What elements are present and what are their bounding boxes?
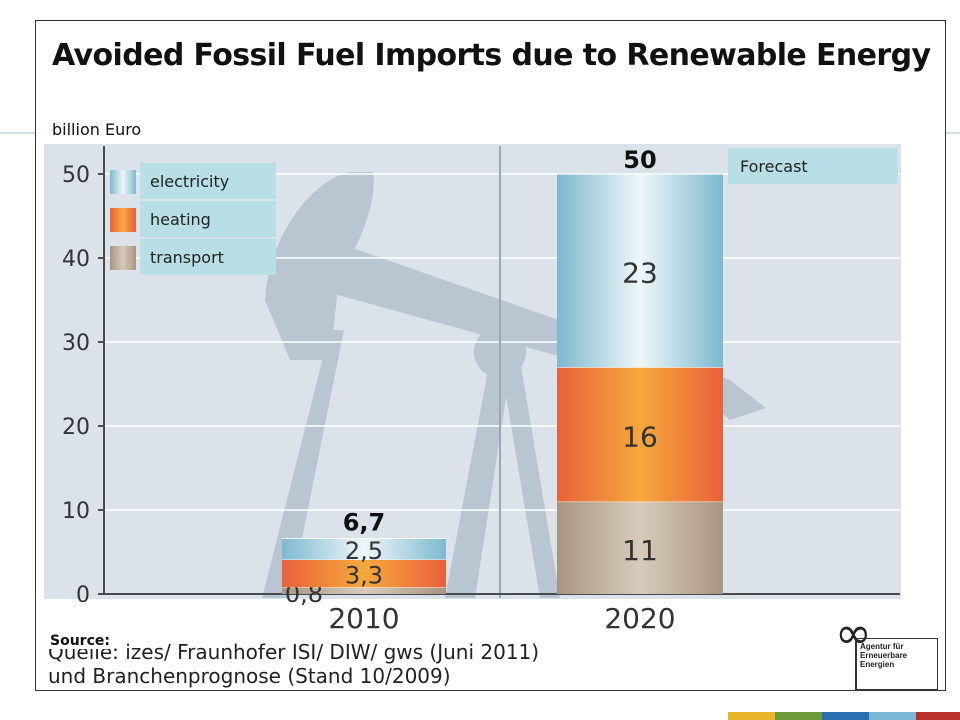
bar-electricity-2020 (557, 174, 723, 368)
y-axis-unit-label: billion Euro (52, 120, 142, 139)
forecast-label: Forecast (740, 157, 808, 176)
y-tick-label: 50 (62, 163, 90, 188)
legend-item-electricity: electricity (110, 163, 276, 199)
bar-heating-2020 (557, 367, 723, 502)
legend-label-heating: heating (150, 210, 211, 229)
legend-label-box (140, 239, 276, 275)
forecast-badge: Forecast (728, 148, 898, 184)
legend-label-box (140, 201, 276, 237)
y-tick-label: 30 (62, 331, 90, 356)
value-label-heating-2020: 16 (622, 420, 658, 453)
x-tick-label-2020: 2020 (604, 602, 675, 635)
source-line-1: Quelle: izes/ Fraunhofer ISI/ DIW/ gws (… (48, 640, 540, 664)
bar-heating-2010 (282, 559, 446, 588)
bottom-strip-segment (775, 712, 822, 720)
source-label: Source: (48, 633, 112, 649)
legend-label-transport: transport (150, 248, 224, 267)
logo-text-line-3: Energien (860, 660, 895, 669)
legend-label-box (140, 163, 276, 199)
bar-electricity-2010 (282, 538, 446, 560)
y-tick-label: 10 (62, 499, 90, 524)
y-tick-label: 40 (62, 247, 90, 272)
bar-transport-2020 (557, 501, 723, 594)
legend-item-transport: transport (110, 239, 276, 275)
bottom-strip-segment (916, 712, 960, 720)
x-tick-label-2010: 2010 (328, 602, 399, 635)
logo-text: Agentur für Erneuerbare Energien (860, 642, 907, 669)
value-label-electricity-2010: 2,5 (345, 537, 383, 565)
logo-text-line-2: Erneuerbare (860, 651, 908, 660)
total-label-2020: 50 (623, 146, 656, 174)
electricity-swatch (110, 170, 136, 194)
source-line-2: und Branchenprognose (Stand 10/2009) (48, 664, 451, 688)
total-label-2010: 6,7 (343, 509, 386, 537)
bar-transport-2010 (282, 587, 446, 594)
y-tick-label: 0 (76, 583, 90, 608)
value-label-electricity-2020: 23 (622, 257, 658, 290)
chart-title: Avoided Fossil Fuel Imports due to Renew… (52, 38, 931, 73)
decorative-line-right (946, 132, 960, 134)
logo-text-box (855, 638, 938, 690)
bottom-strip-segment (869, 712, 916, 720)
y-tick-label: 20 (62, 415, 90, 440)
agency-logo: ∞ Agentur für Erneuerbare Energien (833, 608, 938, 690)
heating-swatch (110, 208, 136, 232)
bottom-strip-segment (728, 712, 775, 720)
bottom-strip-segment (822, 712, 869, 720)
transport-swatch (110, 246, 136, 270)
logo-text-line-1: Agentur für (860, 642, 904, 651)
decorative-line-left (0, 132, 35, 134)
legend-item-heating: heating (110, 201, 276, 237)
infinity-logo-icon: ∞ (835, 608, 872, 659)
value-label-heating-2010: 3,3 (345, 561, 383, 589)
value-label-transport-2020: 11 (622, 534, 658, 567)
legend-label-electricity: electricity (150, 172, 230, 191)
